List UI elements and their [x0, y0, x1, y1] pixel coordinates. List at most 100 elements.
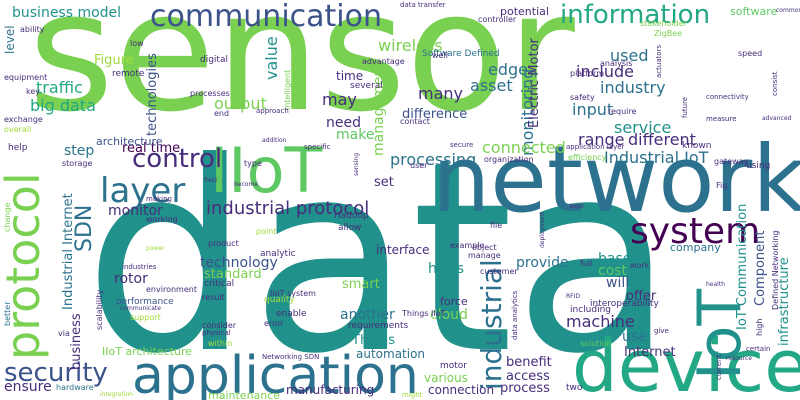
word-integration: integration	[100, 391, 133, 398]
word-safety: safety	[570, 93, 595, 102]
word-layer: layer	[100, 171, 186, 211]
word-intelligent: intelligent	[283, 69, 292, 110]
word-help: help	[8, 143, 28, 153]
word-processing: processing	[390, 150, 477, 169]
word-internet: Internet	[624, 345, 676, 360]
word-manage: manage	[468, 251, 501, 260]
word-difference: difference	[402, 107, 468, 122]
word-device: device	[572, 324, 800, 400]
word-example: example	[450, 241, 485, 250]
word-future: future	[681, 96, 689, 118]
word-health: health	[706, 281, 725, 288]
word-sensor: sensor	[28, 0, 575, 148]
word-industrial-protocol: industrial protocol	[206, 198, 370, 219]
word-power: power	[146, 245, 165, 252]
word-service: service	[614, 118, 672, 137]
word-data: data	[84, 106, 675, 400]
word-exchange: exchange	[4, 115, 43, 124]
word-remote: remote	[112, 69, 145, 79]
word-storage: storage	[62, 159, 93, 168]
word-support: support	[130, 313, 161, 322]
word-speed: speed	[738, 49, 763, 58]
word-specific: specific	[304, 143, 331, 151]
word-advantage: advantage	[362, 57, 405, 66]
word-communicate: communicate	[120, 305, 161, 312]
word-several: several	[350, 81, 383, 91]
word-make: make	[336, 127, 375, 143]
word-cloud: cloud	[430, 307, 468, 323]
word-contact: contact	[400, 117, 430, 126]
word-application-layer: application layer	[566, 143, 625, 151]
word-change: change	[3, 202, 12, 232]
word-actuators: actuators	[655, 44, 663, 78]
word-addition: addition	[262, 137, 287, 144]
word-will: will	[606, 275, 630, 291]
word-resource: resource	[726, 355, 752, 362]
word-used: used	[610, 46, 649, 65]
word-traffic: traffic	[36, 78, 83, 97]
word-component: Component	[753, 230, 768, 306]
word-customer: customer	[480, 267, 518, 276]
word-protocol: protocol	[0, 172, 50, 360]
word-including: including	[570, 305, 611, 315]
word-sdn: SDN	[72, 204, 97, 252]
word-using: using	[746, 161, 771, 171]
word-industrial-iot: Industrial IoT	[604, 148, 709, 167]
word-analytic: analytic	[260, 249, 296, 259]
word-motor: motor	[440, 361, 468, 371]
word-monitor: monitor	[108, 203, 163, 219]
word-time: time	[336, 69, 364, 83]
word-fig: Fig	[716, 181, 728, 190]
word-stakeholder: stakeholder	[640, 19, 687, 28]
word-exist: exist	[570, 203, 585, 210]
word-via: via	[58, 329, 70, 338]
word-better: better	[3, 301, 12, 326]
word-manufacturing: manufacturing	[286, 383, 375, 397]
word-error: error	[264, 319, 284, 328]
word-rotor: rotor	[114, 271, 148, 287]
word-efficiency: efficiency	[568, 153, 607, 162]
word-well: well	[432, 51, 448, 60]
word-set: set	[374, 175, 394, 190]
word-interoperability: interoperability	[590, 299, 659, 309]
word-data-analytics: data analytics	[511, 290, 519, 340]
word-input: input	[572, 100, 614, 119]
word-software: software	[730, 5, 778, 18]
word-defined-networking: Defined Networking	[771, 230, 780, 310]
word-field: field	[204, 177, 217, 184]
word-file: file	[490, 221, 503, 230]
word-include: include	[576, 62, 634, 81]
word-allow: allow	[338, 223, 362, 233]
word-industries: industries	[122, 263, 157, 271]
word-cost: cost	[598, 263, 628, 279]
word-level: level	[3, 25, 17, 54]
word-solution: solution	[580, 339, 612, 348]
word-low: low	[130, 39, 144, 48]
word-various: various	[424, 371, 468, 385]
word-software-defined: Software Defined	[422, 49, 500, 59]
word-scalability: scalability	[95, 289, 104, 330]
word-step: step	[64, 143, 95, 159]
word-secure: secure	[450, 141, 474, 149]
word-business-model: business model	[12, 5, 122, 21]
word-potential: potential	[500, 5, 549, 18]
word-type: type	[244, 159, 262, 168]
word-benefit: benefit	[506, 355, 552, 370]
word-physical: physical	[202, 329, 231, 337]
word-use: use	[622, 329, 647, 345]
word-hadoop: Hadoop	[334, 211, 369, 221]
word-user: user	[410, 161, 428, 170]
word-consider: consider	[202, 321, 237, 330]
word-ensure: ensure	[4, 379, 52, 395]
word-need: need	[326, 115, 361, 131]
word-different: different	[628, 130, 696, 149]
word-another: another	[340, 307, 395, 323]
word-environment: environment	[146, 285, 197, 294]
word-network: network	[432, 126, 800, 233]
word-based: based	[598, 251, 641, 267]
word-output: output	[214, 94, 267, 113]
word-industrial: industrial	[475, 259, 508, 390]
word-organization: organization	[484, 155, 534, 164]
word-edge: edge	[488, 60, 528, 79]
